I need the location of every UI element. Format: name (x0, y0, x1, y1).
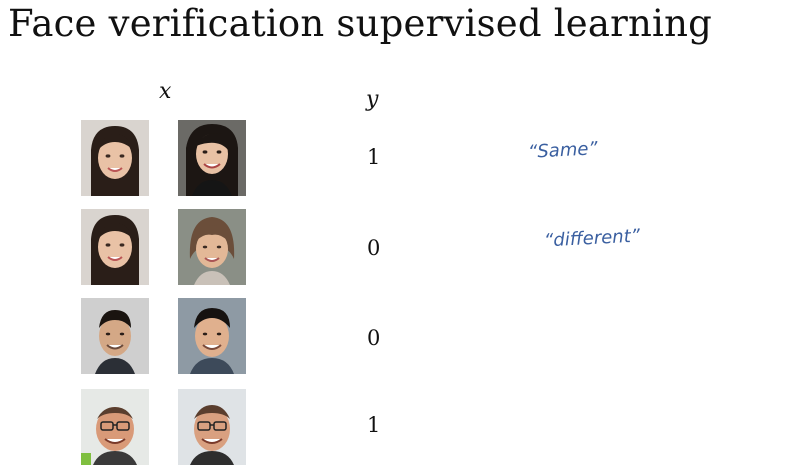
label-row4: 1 (367, 413, 381, 437)
face-image-row1-left (81, 120, 149, 196)
slide-title: Face verification supervised learning (8, 2, 713, 45)
handwritten-note-row2: “different” (543, 225, 641, 252)
label-row3: 0 (367, 326, 381, 350)
face-image-row1-right (178, 120, 246, 196)
face-image-row3-right (178, 298, 246, 374)
face-image-row4-left (81, 389, 149, 465)
column-header-x: x (159, 79, 172, 104)
face-image-row4-right (178, 389, 246, 465)
column-header-y: y (366, 87, 379, 112)
face-image-row3-left (81, 298, 149, 374)
face-image-row2-left (81, 209, 149, 285)
face-image-row2-right (178, 209, 246, 285)
label-row1: 1 (367, 145, 381, 169)
handwritten-note-row1: “Same” (527, 138, 599, 163)
label-row2: 0 (367, 236, 381, 260)
